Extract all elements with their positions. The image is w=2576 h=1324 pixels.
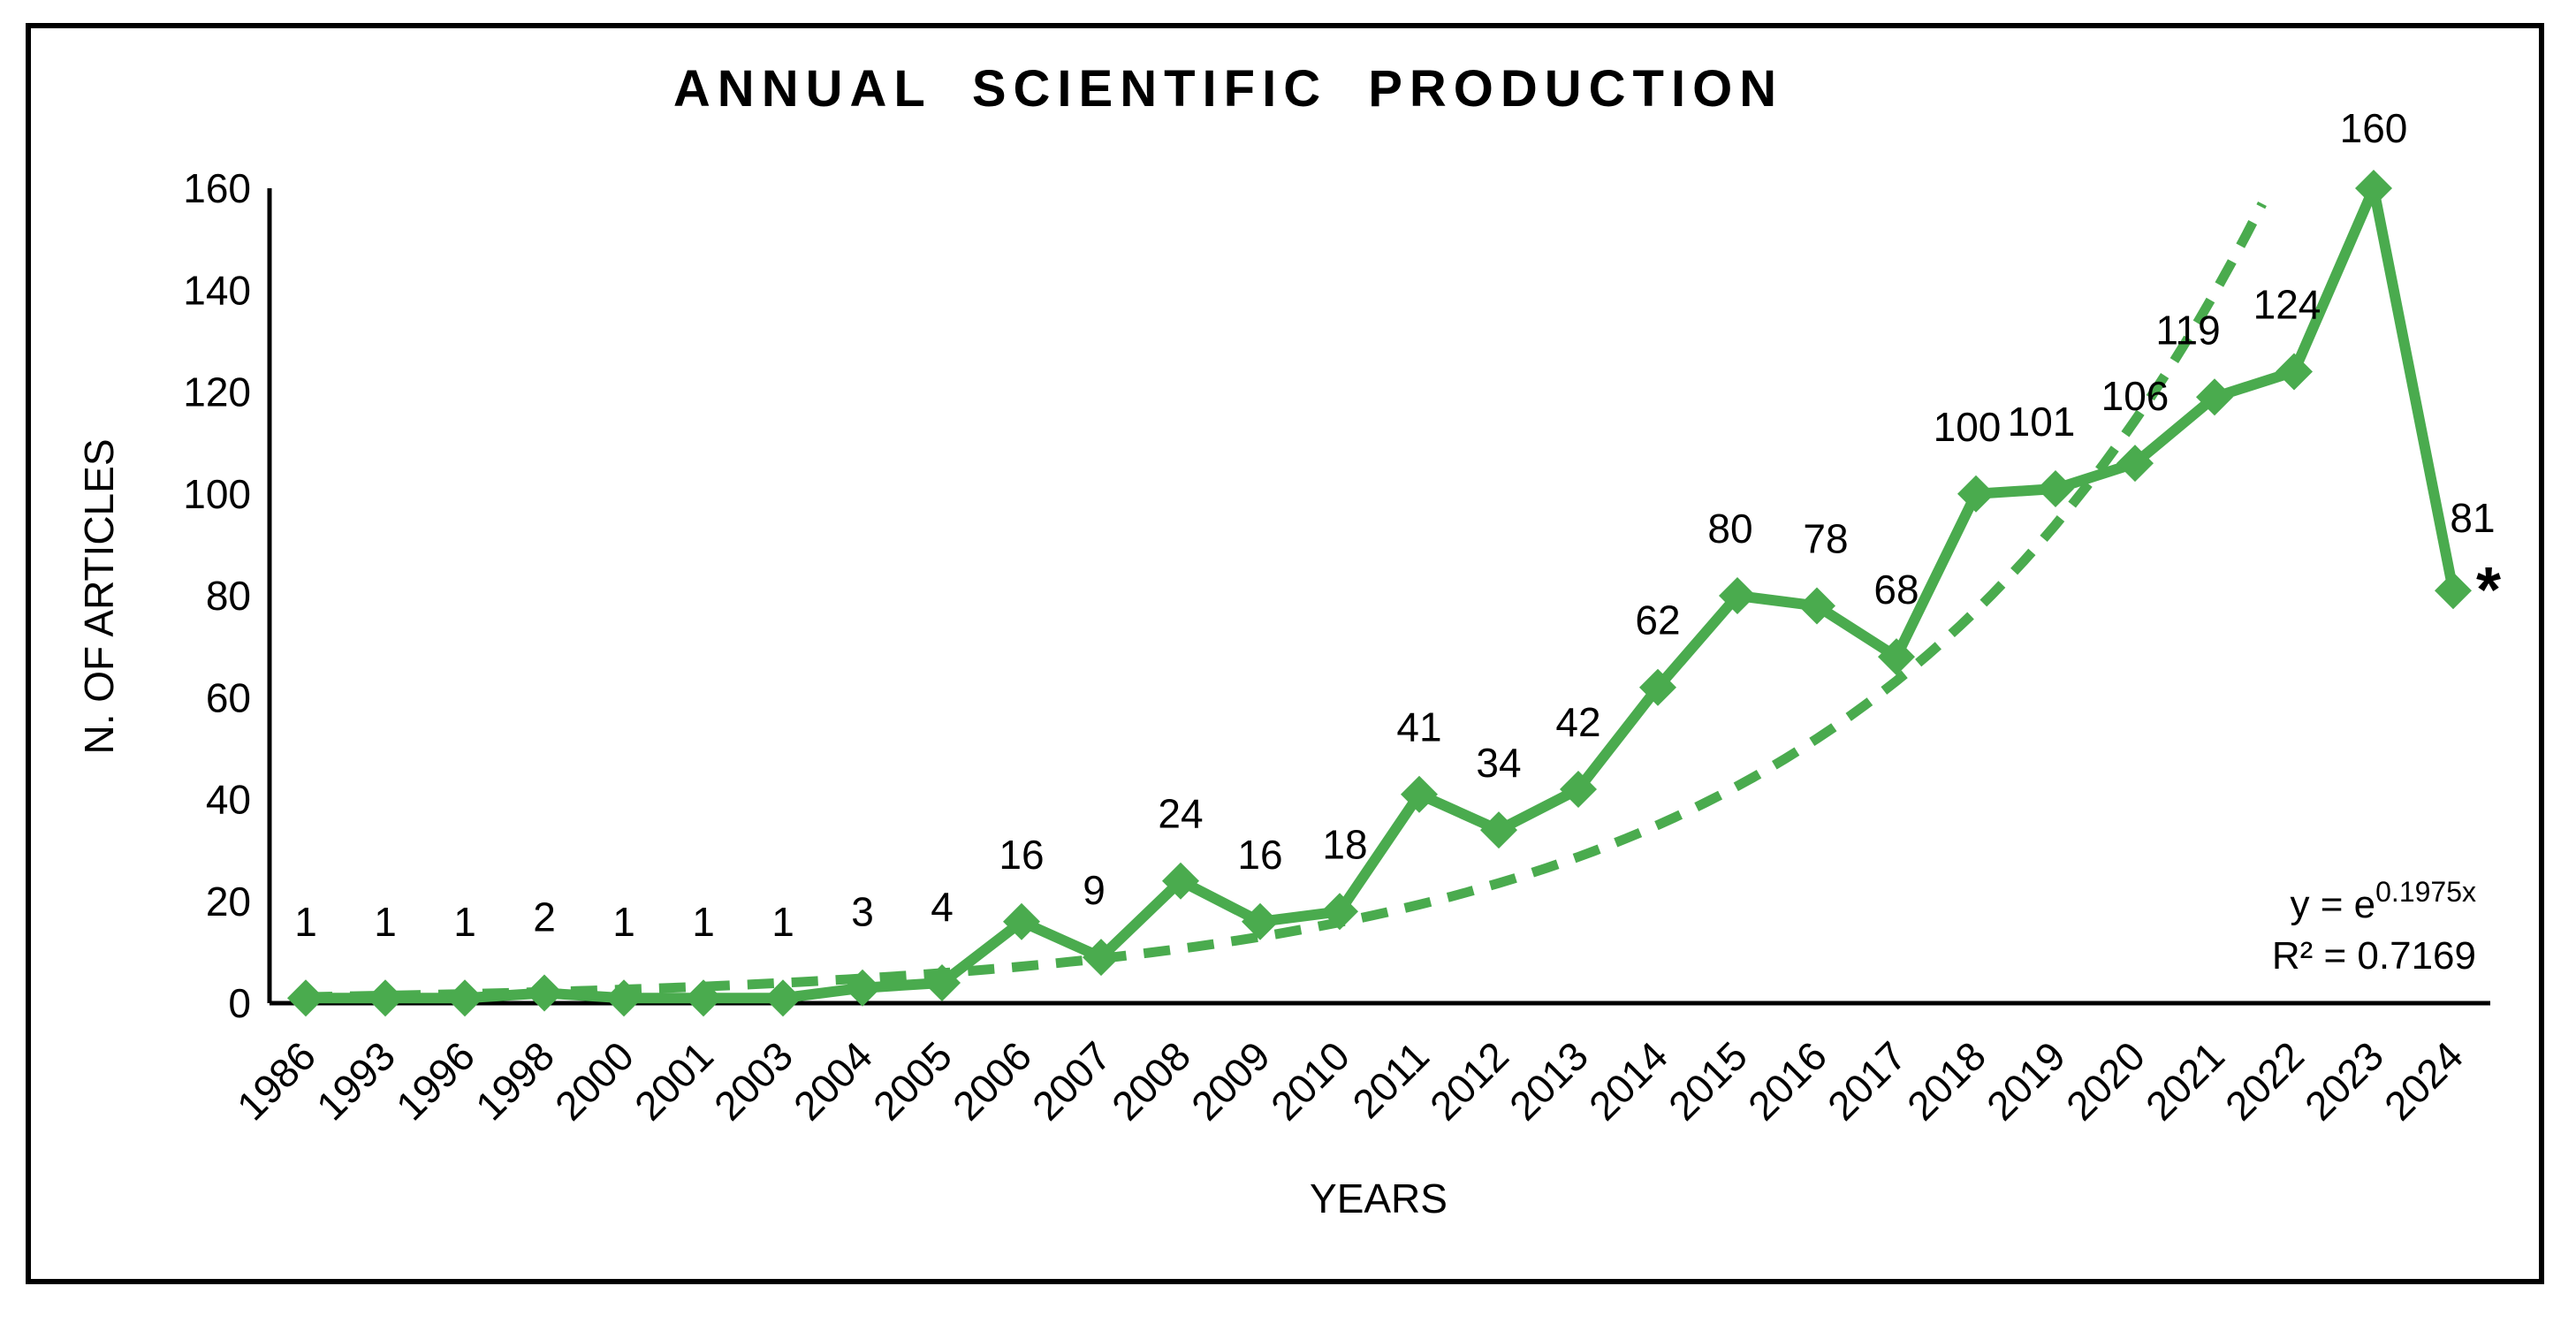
data-label-2023: 160 — [2340, 105, 2408, 151]
data-point-2013 — [1560, 770, 1597, 808]
data-label-1993: 1 — [374, 899, 397, 945]
data-label-2001: 1 — [692, 899, 715, 945]
data-point-2008 — [1162, 862, 1199, 900]
data-point-2004 — [844, 969, 881, 1007]
data-point-2012 — [1480, 811, 1517, 849]
data-label-2020: 106 — [2101, 373, 2169, 419]
data-point-1993 — [367, 979, 404, 1017]
data-label-2022: 124 — [2253, 281, 2321, 327]
data-point-2023 — [2355, 170, 2392, 207]
data-label-2015: 80 — [1707, 506, 1752, 552]
data-label-1986: 1 — [294, 899, 317, 945]
data-label-2013: 42 — [1555, 699, 1600, 745]
y-tick-label: 60 — [206, 674, 251, 720]
y-tick-label: 100 — [183, 471, 251, 517]
annotation-asterisk: * — [2476, 555, 2501, 626]
data-point-2015 — [1719, 577, 1756, 614]
data-point-2009 — [1242, 902, 1279, 940]
data-point-2016 — [1798, 587, 1835, 625]
data-point-2003 — [764, 979, 802, 1017]
data-point-2010 — [1321, 893, 1358, 931]
data-label-1998: 2 — [533, 894, 556, 940]
data-point-1996 — [446, 979, 483, 1017]
data-point-1986 — [287, 979, 324, 1017]
chart-border — [26, 23, 2544, 1284]
data-label-1996: 1 — [453, 899, 476, 945]
data-point-2024 — [2435, 572, 2472, 610]
data-label-2005: 4 — [931, 884, 954, 930]
data-point-2007 — [1083, 939, 1120, 977]
y-axis-title: N. OF ARTICLES — [76, 438, 122, 754]
data-label-2019: 101 — [2008, 399, 2076, 445]
data-point-2000 — [605, 979, 642, 1017]
data-point-2017 — [1878, 638, 1915, 676]
data-label-2018: 100 — [1934, 404, 2002, 450]
data-label-2000: 1 — [612, 899, 635, 945]
data-label-2012: 34 — [1476, 740, 1521, 786]
y-tick-label: 160 — [183, 165, 251, 211]
data-label-2008: 24 — [1158, 791, 1203, 837]
data-point-2014 — [1639, 668, 1676, 706]
y-tick-label: 140 — [183, 267, 251, 313]
data-label-2016: 78 — [1803, 516, 1848, 562]
data-point-2006 — [1003, 902, 1040, 940]
data-point-2021 — [2196, 378, 2233, 416]
data-point-2018 — [1957, 475, 1995, 513]
data-label-2009: 16 — [1237, 832, 1282, 878]
data-point-2019 — [2037, 469, 2074, 507]
trendline-equation: y = e0.1975x — [2291, 876, 2477, 926]
trendline-r-squared: R² = 0.7169 — [2272, 934, 2476, 978]
chart-title: ANNUAL SCIENTIFIC PRODUCTION — [673, 60, 1783, 118]
y-tick-label: 20 — [206, 879, 251, 925]
data-label-2004: 3 — [851, 889, 874, 935]
data-point-2005 — [923, 963, 961, 1001]
data-point-2001 — [685, 979, 722, 1017]
data-label-2007: 9 — [1083, 867, 1106, 913]
data-label-2024: 81 — [2450, 495, 2495, 541]
data-point-2011 — [1401, 775, 1438, 813]
data-point-2022 — [2276, 353, 2313, 391]
data-label-2003: 1 — [771, 899, 794, 945]
data-label-2011: 41 — [1396, 704, 1441, 750]
data-label-2021: 119 — [2155, 307, 2220, 353]
y-tick-label: 80 — [206, 573, 251, 619]
data-label-2006: 16 — [999, 832, 1044, 878]
series-line — [300, 183, 2458, 1004]
data-label-2010: 18 — [1322, 821, 1367, 867]
y-tick-label: 0 — [228, 980, 251, 1026]
y-tick-label: 40 — [206, 777, 251, 823]
data-label-2014: 62 — [1635, 597, 1680, 643]
data-point-2020 — [2116, 445, 2154, 483]
data-point-1998 — [526, 974, 563, 1012]
x-axis-title: YEARS — [1310, 1176, 1448, 1221]
y-tick-label: 120 — [183, 369, 251, 415]
data-label-2017: 68 — [1873, 567, 1919, 613]
